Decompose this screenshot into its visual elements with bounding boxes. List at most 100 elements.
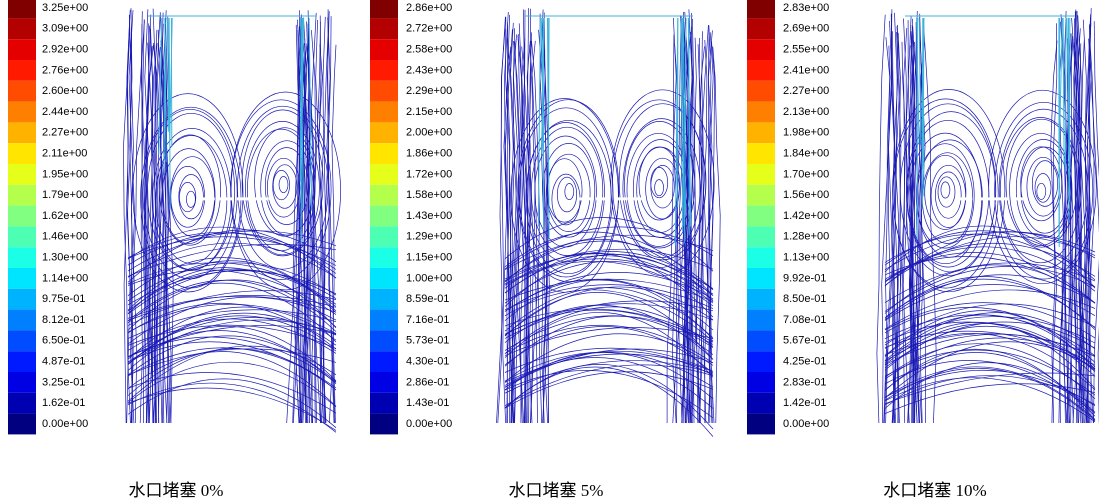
streamline — [504, 370, 714, 419]
streamline — [1075, 9, 1079, 424]
streamline — [127, 330, 337, 385]
streamline — [504, 217, 714, 272]
color-swatch — [370, 101, 398, 123]
jet-line — [1062, 17, 1065, 166]
caption: 水口堵塞 10% — [883, 481, 986, 500]
streamline — [504, 347, 714, 373]
colorbar-label: 3.25e+00 — [42, 2, 88, 14]
streamline — [924, 154, 967, 230]
streamline — [127, 302, 337, 350]
streamline — [500, 16, 506, 424]
streamline — [506, 37, 516, 424]
streamline — [884, 276, 1096, 330]
streamline — [1009, 132, 1073, 246]
color-swatch — [8, 309, 36, 331]
streamline — [504, 231, 714, 296]
colorbar-label: 2.27e+00 — [783, 85, 829, 97]
streamline — [123, 17, 131, 424]
streamline — [127, 295, 337, 322]
streamline — [906, 20, 913, 424]
colorbar-label: 1.46e+00 — [42, 231, 88, 243]
colorbar-label: 3.09e+00 — [42, 23, 88, 35]
color-swatch — [8, 288, 36, 310]
streamline — [152, 8, 159, 424]
color-swatch — [8, 392, 36, 414]
streamline — [160, 23, 165, 424]
colorbar-label: 2.27e+00 — [42, 127, 88, 139]
streamline — [1077, 15, 1085, 424]
color-swatch — [370, 268, 398, 289]
streamline — [884, 302, 1096, 339]
colorbar-label: 8.50e-01 — [783, 293, 826, 305]
streamline — [127, 290, 337, 326]
color-swatch — [8, 205, 36, 227]
color-swatch — [8, 101, 36, 123]
streamline — [998, 108, 1089, 270]
jet-line — [683, 17, 687, 244]
colorbar-label: 0.00e+00 — [42, 418, 88, 430]
streamline — [892, 89, 1006, 293]
streamline — [937, 176, 956, 208]
streamline — [884, 314, 1096, 356]
streamline — [127, 269, 337, 315]
streamline — [1050, 40, 1058, 424]
color-swatch — [747, 0, 775, 19]
jet-line — [537, 17, 541, 227]
streamline — [307, 23, 322, 424]
colorbar-label: 1.79e+00 — [42, 189, 88, 201]
streamline — [272, 170, 290, 201]
streamline — [881, 20, 893, 424]
streamline — [884, 370, 1096, 406]
color-swatch — [370, 351, 398, 372]
jet-line — [1064, 17, 1067, 172]
streamline — [237, 105, 329, 270]
streamline — [504, 300, 714, 339]
color-swatch — [8, 413, 36, 435]
streamline — [142, 108, 238, 280]
colorbar-label: 1.14e+00 — [42, 272, 88, 284]
streamline — [127, 280, 337, 332]
colorbar-label: 7.08e-01 — [783, 314, 826, 326]
streamline — [127, 347, 337, 389]
streamline — [127, 378, 337, 428]
colorbar-label: 2.15e+00 — [406, 106, 452, 118]
streamline — [542, 143, 596, 238]
streamline — [170, 166, 205, 228]
colorbar-label: 1.28e+00 — [783, 231, 829, 243]
streamline — [126, 9, 133, 424]
colorbar-label: 1.43e-01 — [406, 397, 449, 409]
streamline — [915, 143, 975, 249]
streamline — [884, 316, 1096, 349]
streamline — [610, 89, 715, 277]
streamline — [127, 279, 337, 331]
streamline — [884, 252, 1096, 304]
streamline — [245, 121, 320, 256]
streamline — [672, 17, 678, 424]
streamline — [504, 248, 714, 282]
streamline — [884, 377, 1096, 423]
streamline — [504, 258, 714, 295]
streamline — [127, 282, 337, 343]
jet-line — [300, 17, 304, 177]
streamline — [912, 26, 917, 424]
color-swatch — [370, 39, 398, 60]
colorbar-label: 2.29e+00 — [406, 85, 452, 97]
color-swatch — [747, 351, 775, 372]
jet-line — [922, 17, 925, 130]
jet-line — [163, 17, 166, 175]
streamline — [504, 326, 714, 374]
streamline — [712, 46, 721, 424]
colorbar-label: 1.30e+00 — [42, 252, 88, 264]
streamline — [884, 323, 1096, 372]
streamline — [504, 351, 714, 388]
color-swatch — [747, 205, 775, 227]
color-swatch — [747, 122, 775, 144]
color-swatch — [8, 60, 36, 81]
streamline — [524, 8, 529, 424]
streamline — [140, 11, 154, 424]
streamline — [1015, 139, 1072, 239]
streamline — [517, 38, 532, 424]
colorbar-label: 1.98e+00 — [783, 127, 829, 139]
streamline — [127, 270, 337, 306]
colorbar-label: 1.42e+00 — [783, 210, 829, 222]
